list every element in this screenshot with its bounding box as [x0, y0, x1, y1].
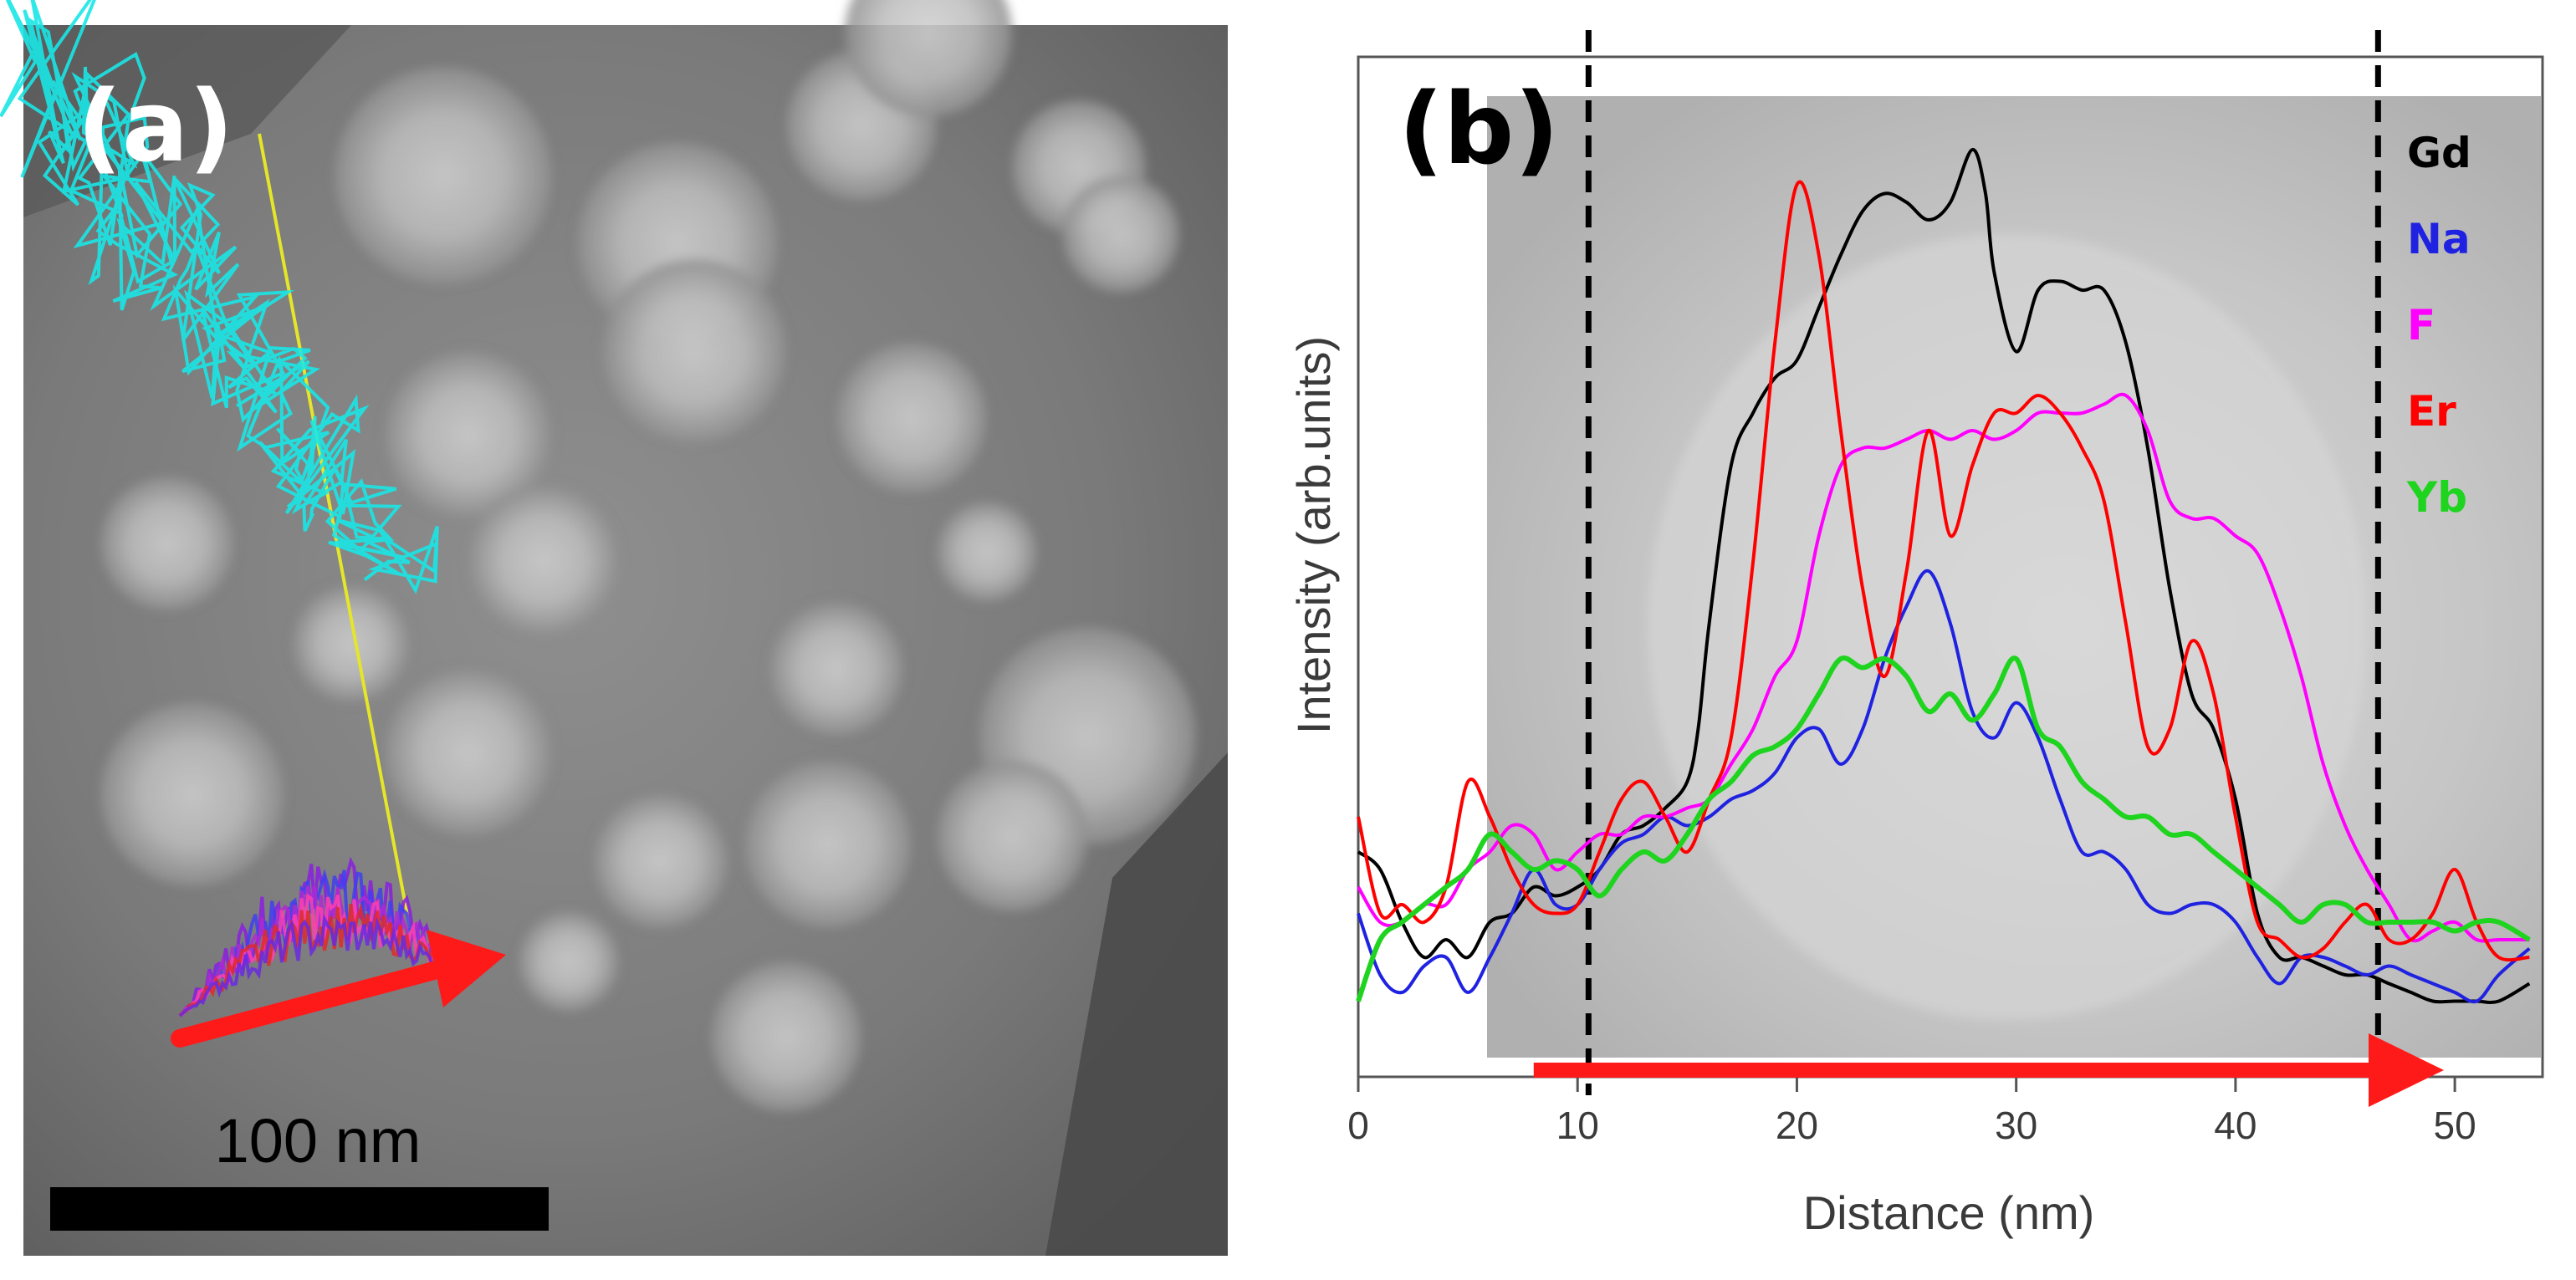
x-tick-label: 50 [2434, 1104, 2476, 1147]
nanoparticle [385, 351, 552, 518]
plot-arrow-head [2369, 1033, 2444, 1107]
series-line-na [1357, 569, 2531, 1004]
cyan-line-profile [0, 0, 439, 594]
series-line-f [1357, 392, 2530, 943]
tem-dark-region [1045, 752, 1228, 1256]
nanoparticle [744, 761, 912, 928]
nanoparticles [100, 0, 1196, 1112]
x-tick-label: 0 [1347, 1104, 1369, 1147]
legend-entry-f: F [2407, 301, 2435, 349]
x-axis-title: Distance (nm) [1803, 1186, 2095, 1239]
series-line-yb [1356, 655, 2531, 1002]
panel-b-chart: 0 10 20 30 40 50 Distance (nm) Intensity (arb… [1287, 30, 2544, 1239]
x-tick-label: 10 [1556, 1104, 1599, 1147]
plot-direction-arrow [1533, 1033, 2444, 1107]
series-line-er [1357, 180, 2530, 962]
panel-b-label: (b) [1398, 71, 1559, 186]
nanoparticle [519, 911, 619, 1012]
nanoparticle [769, 602, 903, 736]
x-tick-label: 40 [2214, 1104, 2257, 1147]
x-tick-label: 30 [1995, 1104, 2037, 1147]
panel-a-label: (a) [77, 69, 234, 184]
plot-nanoparticle-shadow [1648, 234, 2367, 1020]
legend: Gd Na F Er Yb [2406, 129, 2471, 522]
nanoparticle [711, 961, 861, 1112]
legend-entry-na: Na [2407, 215, 2471, 263]
legend-entry-yb: Yb [2406, 473, 2467, 522]
scale-bar [50, 1187, 549, 1231]
scan-direction-arrow [171, 930, 506, 1048]
nanoparticle [937, 761, 1087, 911]
panel-a-tem-image: (a) 100 nm [0, 0, 1228, 1256]
nanoparticle [100, 702, 284, 886]
nanoparticle [836, 343, 987, 493]
y-axis-title: Intensity (arb.units) [1287, 336, 1340, 734]
nanoparticle [468, 485, 619, 635]
nanoparticle [594, 794, 728, 928]
multicolor-line-profile [178, 856, 474, 1017]
nanoparticle [293, 585, 410, 702]
nanoparticle [335, 67, 552, 284]
x-ticks: 0 10 20 30 40 50 [1347, 1077, 2476, 1147]
multicolor-profile-trace [178, 903, 473, 1017]
nanoparticle [845, 0, 1012, 117]
nanoparticle [602, 259, 786, 443]
series-lines [1356, 148, 2531, 1005]
nanoparticle [385, 669, 552, 836]
multicolor-profile-trace [178, 913, 473, 1017]
legend-entry-gd: Gd [2407, 129, 2471, 177]
nanoparticle [1062, 176, 1179, 293]
nanoparticle [100, 477, 234, 610]
x-tick-label: 20 [1776, 1104, 1818, 1147]
nanoparticle [937, 502, 1037, 602]
scale-bar-label: 100 nm [215, 1106, 422, 1175]
legend-entry-er: Er [2407, 387, 2456, 436]
